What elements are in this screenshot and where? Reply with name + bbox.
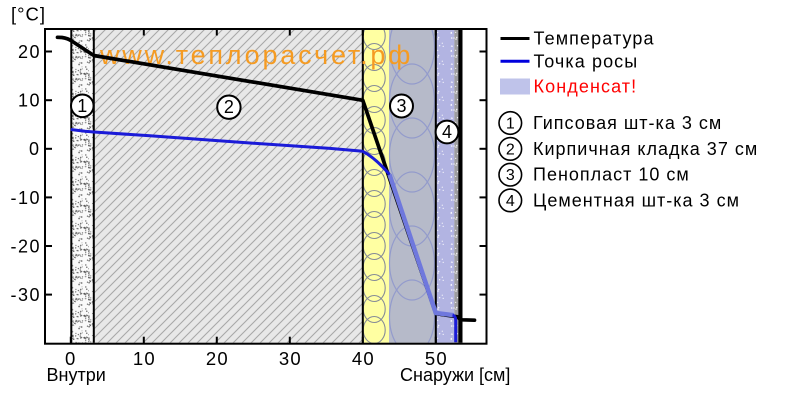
svg-text:2: 2 <box>224 97 234 117</box>
svg-text:3: 3 <box>506 167 515 184</box>
svg-text:0: 0 <box>65 348 77 369</box>
svg-text:20: 20 <box>206 348 229 369</box>
svg-text:-30: -30 <box>10 285 41 305</box>
svg-text:1: 1 <box>77 96 87 116</box>
svg-text:0: 0 <box>29 139 41 159</box>
svg-text:Гипсовая шт-ка 3 см: Гипсовая шт-ка 3 см <box>533 113 722 133</box>
svg-text:-20: -20 <box>10 236 41 256</box>
svg-text:Точка росы: Точка росы <box>534 51 639 71</box>
svg-text:50: 50 <box>425 348 448 369</box>
svg-text:Внутри: Внутри <box>47 365 106 385</box>
svg-text:30: 30 <box>279 348 302 369</box>
svg-text:Кирпичная кладка 37 см: Кирпичная кладка 37 см <box>533 139 758 159</box>
svg-text:40: 40 <box>352 348 375 369</box>
svg-text:4: 4 <box>442 122 452 142</box>
svg-text:2: 2 <box>506 141 515 158</box>
svg-text:10: 10 <box>133 348 156 369</box>
svg-text:Цементная шт-ка 3 см: Цементная шт-ка 3 см <box>533 190 740 210</box>
svg-text:10: 10 <box>18 91 41 111</box>
svg-text:20: 20 <box>18 42 41 62</box>
svg-text:Снаружи [см]: Снаружи [см] <box>400 365 510 385</box>
svg-text:4: 4 <box>506 193 515 210</box>
svg-text:1: 1 <box>506 116 515 133</box>
svg-text:3: 3 <box>396 96 406 116</box>
svg-text:Температура: Температура <box>534 29 655 49</box>
svg-text:-10: -10 <box>10 188 41 208</box>
svg-text:[°C]: [°C] <box>11 4 46 25</box>
svg-text:Конденсат!: Конденсат! <box>534 77 638 97</box>
svg-text:Пенопласт 10 см: Пенопласт 10 см <box>533 165 690 185</box>
